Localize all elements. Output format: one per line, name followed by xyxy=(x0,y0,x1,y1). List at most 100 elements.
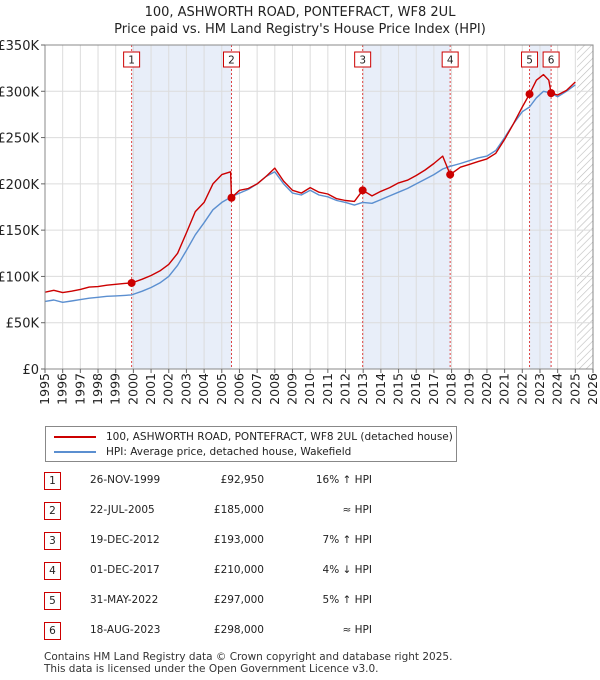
x-tick-label: 2025 xyxy=(567,373,582,405)
sale-hpi-compare: 5% ↑ HPI xyxy=(322,594,372,606)
sale-label-box: 6 xyxy=(542,51,560,68)
sale-price: £185,000 xyxy=(213,504,264,516)
sale-number-badge: 1 xyxy=(44,472,61,490)
legend-swatch-property xyxy=(54,436,96,438)
sale-label-frame xyxy=(521,51,539,68)
sale-label-frame xyxy=(441,51,459,68)
footer-line-copyright: Contains HM Land Registry data © Crown c… xyxy=(44,651,453,663)
chart-title: 100, ASHWORTH ROAD, PONTEFRACT, WF8 2UL … xyxy=(0,4,600,38)
sale-label-text: 5 xyxy=(526,55,533,67)
legend-label-hpi: HPI: Average price, detached house, Wake… xyxy=(106,446,352,458)
table-row: 3 19-DEC-2012 £193,000 7% ↑ HPI xyxy=(44,532,464,552)
y-tick-label: £350K xyxy=(0,39,39,54)
footer-notice: Contains HM Land Registry data © Crown c… xyxy=(44,651,452,675)
x-tick-label: 2014 xyxy=(373,373,388,405)
sale-hpi-compare: 16% ↑ HPI xyxy=(315,474,372,486)
table-row: 1 26-NOV-1999 £92,950 16% ↑ HPI xyxy=(44,472,464,492)
legend-swatch-hpi xyxy=(54,451,96,453)
sale-label-text: 3 xyxy=(359,55,366,67)
sale-number-badge: 4 xyxy=(44,562,61,580)
table-row: 4 01-DEC-2017 £210,000 4% ↓ HPI xyxy=(44,562,464,582)
legend-label-property: 100, ASHWORTH ROAD, PONTEFRACT, WF8 2UL … xyxy=(106,431,453,443)
sale-marker xyxy=(358,186,367,195)
sale-label-box: 1 xyxy=(123,51,141,68)
sale-hpi-compare: 7% ↑ HPI xyxy=(322,534,372,546)
sale-date: 31-MAY-2022 xyxy=(90,594,159,606)
sale-label-frame xyxy=(354,51,372,68)
series-line-hpi xyxy=(45,84,576,303)
y-tick-label: £0 xyxy=(22,363,39,378)
legend-item-hpi: HPI: Average price, detached house, Wake… xyxy=(54,445,351,459)
x-tick-label: 2012 xyxy=(338,373,353,405)
x-tick-label: 2022 xyxy=(514,373,529,405)
sale-price: £210,000 xyxy=(213,564,264,576)
sale-label-text: 2 xyxy=(228,55,235,67)
table-row: 2 22-JUL-2005 £185,000 ≈ HPI xyxy=(44,502,464,522)
x-tick-label: 2011 xyxy=(320,373,335,405)
x-tick-label: 2002 xyxy=(161,373,176,405)
x-tick-label: 1997 xyxy=(72,373,87,405)
plot-background xyxy=(45,45,593,369)
sale-date: 18-AUG-2023 xyxy=(90,624,161,636)
x-tick-label: 1998 xyxy=(90,373,105,405)
sale-date: 19-DEC-2012 xyxy=(90,534,160,546)
shaded-periods xyxy=(45,45,593,369)
x-tick-label: 2026 xyxy=(585,373,600,405)
shaded-period xyxy=(362,45,451,369)
sale-price: £92,950 xyxy=(220,474,264,486)
sale-hpi-compare: ≈ HPI xyxy=(342,624,372,636)
sale-marker xyxy=(446,170,455,179)
y-tick-label: £250K xyxy=(0,132,39,147)
sale-number-badge: 2 xyxy=(44,502,61,520)
x-tick-label: 2007 xyxy=(249,373,264,405)
grid xyxy=(44,44,594,370)
y-tick-label: £300K xyxy=(0,85,39,100)
sale-number-badge: 6 xyxy=(44,622,61,640)
price-chart: 1 2 3 4 5 6 £0 £50K £100K £150K £200K £250K £300K £3… xyxy=(0,39,600,405)
sale-number-badge: 5 xyxy=(44,592,61,610)
x-tick-label: 2020 xyxy=(479,373,494,405)
x-tick-label: 2024 xyxy=(550,373,565,405)
x-tick-label: 1995 xyxy=(37,373,52,405)
table-row: 5 31-MAY-2022 £297,000 5% ↑ HPI xyxy=(44,592,464,612)
x-tick-label: 2016 xyxy=(408,373,423,405)
x-tick-label: 2006 xyxy=(231,373,246,405)
sale-vertical-lines xyxy=(131,45,552,369)
x-tick-label: 2005 xyxy=(214,373,229,405)
x-tick-label: 2010 xyxy=(302,373,317,405)
series-lines xyxy=(45,73,576,303)
x-tick-label: 2019 xyxy=(461,373,476,405)
x-tick-label: 2015 xyxy=(391,373,406,405)
x-tick-label: 2013 xyxy=(355,373,370,405)
sale-number-labels: 1 2 3 4 5 6 xyxy=(123,51,560,68)
series-line-property xyxy=(45,73,576,294)
sale-label-box: 2 xyxy=(222,51,240,68)
legend: 100, ASHWORTH ROAD, PONTEFRACT, WF8 2UL … xyxy=(45,426,457,462)
sale-marker xyxy=(547,89,556,98)
sale-label-text: 4 xyxy=(447,55,454,67)
y-tick-label: £50K xyxy=(6,317,40,332)
sale-marker xyxy=(525,90,534,99)
sale-date: 26-NOV-1999 xyxy=(90,474,161,486)
x-tick-label: 2009 xyxy=(284,373,299,405)
sale-date: 01-DEC-2017 xyxy=(90,564,160,576)
y-tick-label: £100K xyxy=(0,270,39,285)
sale-label-text: 1 xyxy=(128,55,135,67)
x-tick-label: 2023 xyxy=(532,373,547,405)
x-tick-label: 2008 xyxy=(267,373,282,405)
x-tick-label: 2001 xyxy=(143,373,158,405)
sale-marker xyxy=(227,193,236,202)
x-tick-label: 2003 xyxy=(178,373,193,405)
shaded-period xyxy=(131,45,232,369)
chart-title-line: 100, ASHWORTH ROAD, PONTEFRACT, WF8 2UL xyxy=(144,5,456,20)
y-tick-label: £150K xyxy=(0,224,39,239)
sale-price: £193,000 xyxy=(213,534,264,546)
sale-label-box: 4 xyxy=(441,51,459,68)
x-tick-label: 2004 xyxy=(196,373,211,405)
x-tick-label: 2017 xyxy=(426,373,441,405)
sale-price: £297,000 xyxy=(213,594,264,606)
sale-date: 22-JUL-2005 xyxy=(90,504,155,516)
x-tick-label: 1999 xyxy=(108,373,123,405)
sale-marker xyxy=(127,278,136,287)
footer-line-licence: This data is licensed under the Open Gov… xyxy=(44,663,379,675)
